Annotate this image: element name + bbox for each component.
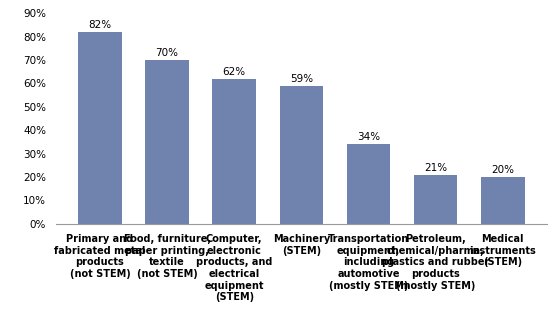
Text: 34%: 34% bbox=[357, 132, 380, 142]
Bar bbox=[145, 60, 189, 224]
Bar bbox=[414, 175, 458, 224]
Bar bbox=[280, 86, 323, 224]
Bar bbox=[347, 144, 390, 224]
Text: 70%: 70% bbox=[156, 48, 179, 58]
Text: 82%: 82% bbox=[88, 20, 112, 30]
Text: 62%: 62% bbox=[223, 67, 246, 77]
Text: 20%: 20% bbox=[491, 165, 514, 175]
Bar bbox=[78, 32, 122, 224]
Text: 59%: 59% bbox=[290, 74, 313, 84]
Bar bbox=[481, 177, 525, 224]
Text: 21%: 21% bbox=[424, 163, 447, 173]
Bar bbox=[213, 79, 256, 224]
